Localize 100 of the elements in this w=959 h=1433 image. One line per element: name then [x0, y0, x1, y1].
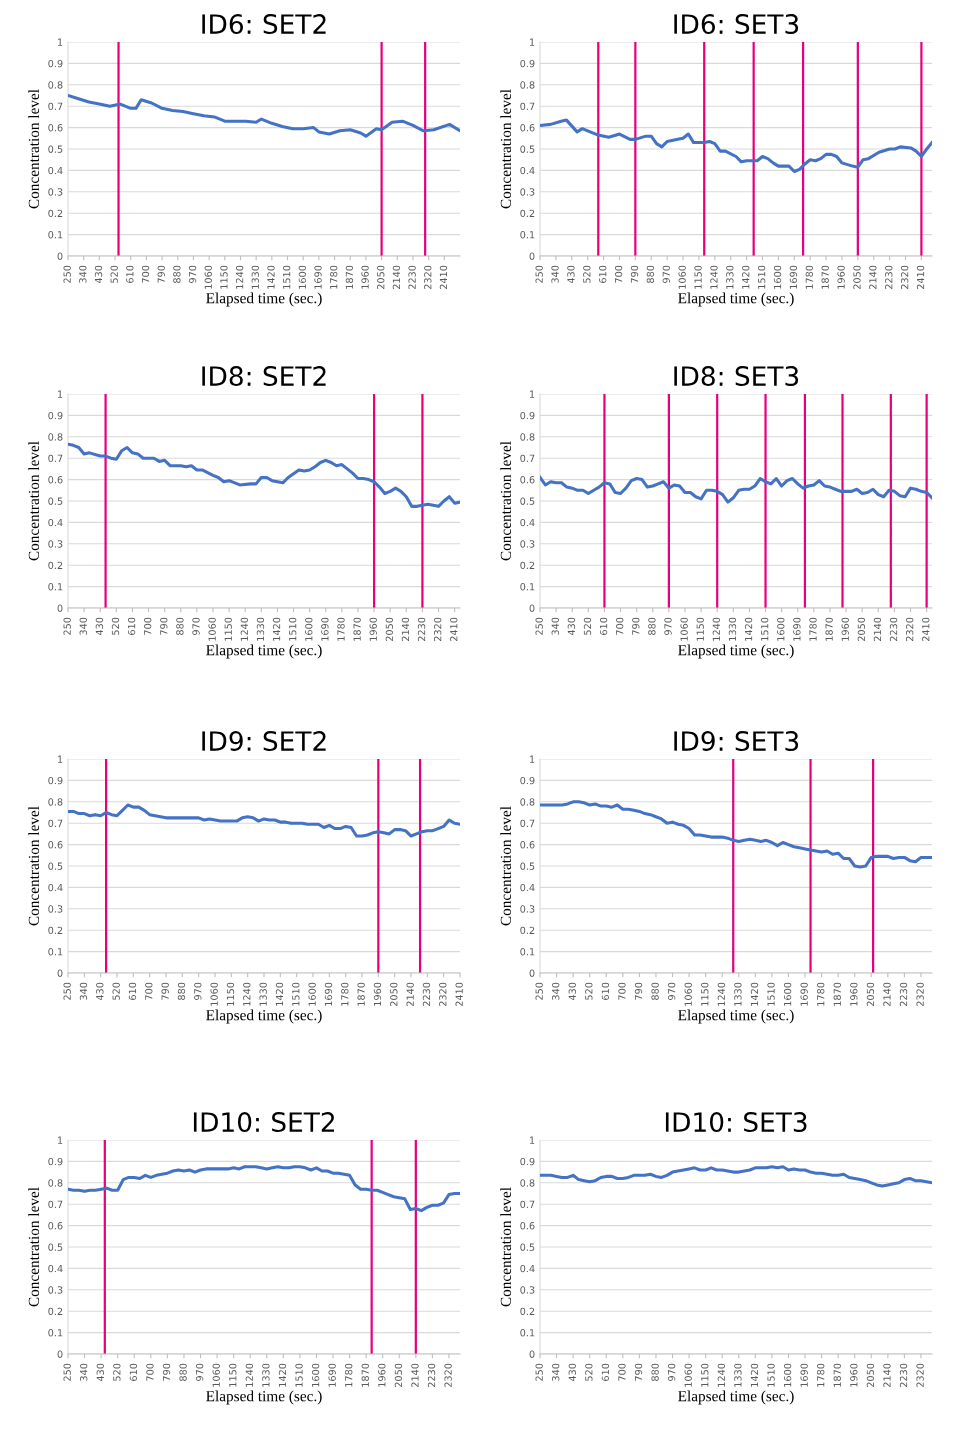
y-tick-label: 1: [58, 390, 63, 398]
x-tick-label: 2320: [439, 982, 447, 1007]
x-tick-label: 1600: [308, 982, 316, 1006]
y-tick-label: 1: [58, 1136, 63, 1144]
y-tick-label: 1: [58, 38, 63, 46]
x-tick-label: 970: [188, 265, 197, 283]
x-tick-label: 1870: [361, 1363, 369, 1387]
line-series: [68, 93, 460, 138]
y-axis-title: Concentration level: [28, 441, 40, 561]
x-tick-label: 1780: [345, 1363, 353, 1387]
x-tick-label: 880: [173, 265, 181, 283]
line-series: [68, 1165, 460, 1213]
x-tick-label: 2410: [439, 265, 448, 290]
x-tick-label: 2140: [392, 265, 401, 290]
x-tick-label: 1510: [292, 982, 300, 1006]
x-tick-label: 1510: [767, 982, 775, 1006]
x-tick-label: 1780: [817, 1363, 825, 1387]
y-tick-label: 0.5: [48, 1243, 63, 1251]
x-tick-label: 790: [157, 265, 165, 283]
y-tick-label: 0.9: [520, 1157, 535, 1166]
x-tick-label: 1690: [789, 265, 798, 289]
x-tick-label: 430: [568, 1363, 576, 1382]
y-tick-label: 0.4: [48, 166, 63, 175]
y-tick-label: 0.6: [520, 476, 535, 484]
y-tick-label: 0.5: [48, 497, 63, 505]
x-tick-label: 880: [651, 982, 659, 1000]
y-tick-label: 0.1: [48, 583, 63, 591]
x-tick-label: 520: [112, 982, 120, 1000]
x-tick-label: 250: [535, 265, 543, 283]
y-axis-title: Concentration level: [500, 1187, 512, 1307]
x-axis-title: Elapsed time (sec.): [678, 1009, 794, 1024]
line-series: [540, 800, 932, 869]
x-tick-label: 1870: [825, 617, 833, 641]
y-tick-label: 1: [530, 1136, 535, 1144]
y-tick-label: 0.7: [520, 102, 535, 111]
x-tick-label: 610: [601, 982, 610, 1000]
y-tick-label: 0: [57, 252, 63, 260]
y-tick-label: 0: [529, 252, 535, 260]
x-tick-label: 340: [79, 617, 87, 635]
y-tick-label: 0.7: [48, 454, 63, 463]
x-tick-label: 1960: [850, 1363, 858, 1387]
x-tick-label: 700: [144, 617, 152, 635]
x-tick-label: 1960: [369, 617, 377, 641]
y-tick-label: 0: [57, 1350, 63, 1358]
y-tick-label: 0.7: [48, 102, 63, 111]
x-tick-label: 250: [63, 617, 71, 635]
x-tick-label: 250: [63, 982, 71, 1000]
y-tick-label: 0: [529, 1350, 535, 1358]
y-tick-label: 0.4: [48, 883, 63, 892]
x-tick-label: 2050: [866, 1363, 875, 1388]
y-tick-label: 0.9: [48, 776, 63, 785]
x-tick-label: 610: [127, 617, 136, 635]
x-tick-label: 1240: [235, 265, 244, 289]
y-tick-label: 0.6: [520, 1222, 535, 1230]
y-tick-label: 0.6: [48, 841, 63, 849]
x-tick-label: 2230: [889, 617, 898, 642]
x-tick-label: 970: [192, 617, 200, 635]
x-tick-label: 2320: [444, 1363, 452, 1388]
x-tick-label: 1060: [684, 1363, 692, 1387]
y-tick-label: 0.8: [48, 433, 63, 441]
y-tick-label: 0.5: [520, 497, 535, 505]
y-tick-label: 0.2: [520, 926, 535, 935]
x-tick-label: 610: [601, 1363, 610, 1381]
x-tick-label: 2050: [857, 617, 866, 642]
x-tick-label: 2230: [899, 1363, 908, 1388]
y-tick-label: 0: [57, 969, 63, 977]
x-tick-label: 1330: [728, 617, 737, 641]
x-tick-label: 1510: [289, 617, 297, 641]
x-tick-label: 2410: [922, 617, 930, 642]
x-tick-label: 2320: [916, 982, 924, 1007]
chart-title: ID9: SET2: [202, 731, 326, 752]
x-tick-label: 520: [583, 617, 592, 635]
x-tick-label: 1960: [850, 982, 858, 1006]
y-tick-label: 0.4: [48, 518, 63, 527]
x-tick-label: 1690: [800, 982, 808, 1006]
y-tick-label: 0.2: [520, 561, 535, 570]
x-tick-label: 430: [96, 982, 104, 1001]
x-tick-label: 250: [63, 1363, 71, 1381]
x-tick-label: 2050: [385, 617, 394, 642]
x-tick-label: 1780: [330, 265, 338, 289]
x-tick-label: 1240: [245, 1363, 254, 1387]
x-tick-label: 2320: [433, 617, 442, 642]
x-tick-label: 2140: [869, 265, 877, 290]
y-tick-label: 0.3: [48, 905, 63, 913]
y-tick-label: 0.5: [48, 862, 63, 870]
y-tick-label: 0.3: [48, 1286, 63, 1294]
x-tick-label: 610: [599, 617, 608, 635]
y-tick-label: 0.2: [48, 1307, 63, 1316]
x-tick-label: 1420: [742, 265, 750, 289]
x-tick-label: 700: [618, 1363, 626, 1381]
x-tick-label: 2230: [417, 617, 426, 642]
x-tick-label: 2320: [900, 265, 909, 290]
x-tick-label: 340: [79, 265, 87, 283]
x-tick-label: 1420: [278, 1363, 287, 1387]
line-series: [68, 442, 460, 508]
x-tick-label: 1510: [282, 265, 291, 289]
x-tick-label: 1150: [701, 1363, 709, 1387]
x-tick-label: 520: [111, 617, 120, 635]
x-tick-label: 1420: [267, 265, 275, 289]
y-tick-label: 1: [530, 38, 535, 46]
